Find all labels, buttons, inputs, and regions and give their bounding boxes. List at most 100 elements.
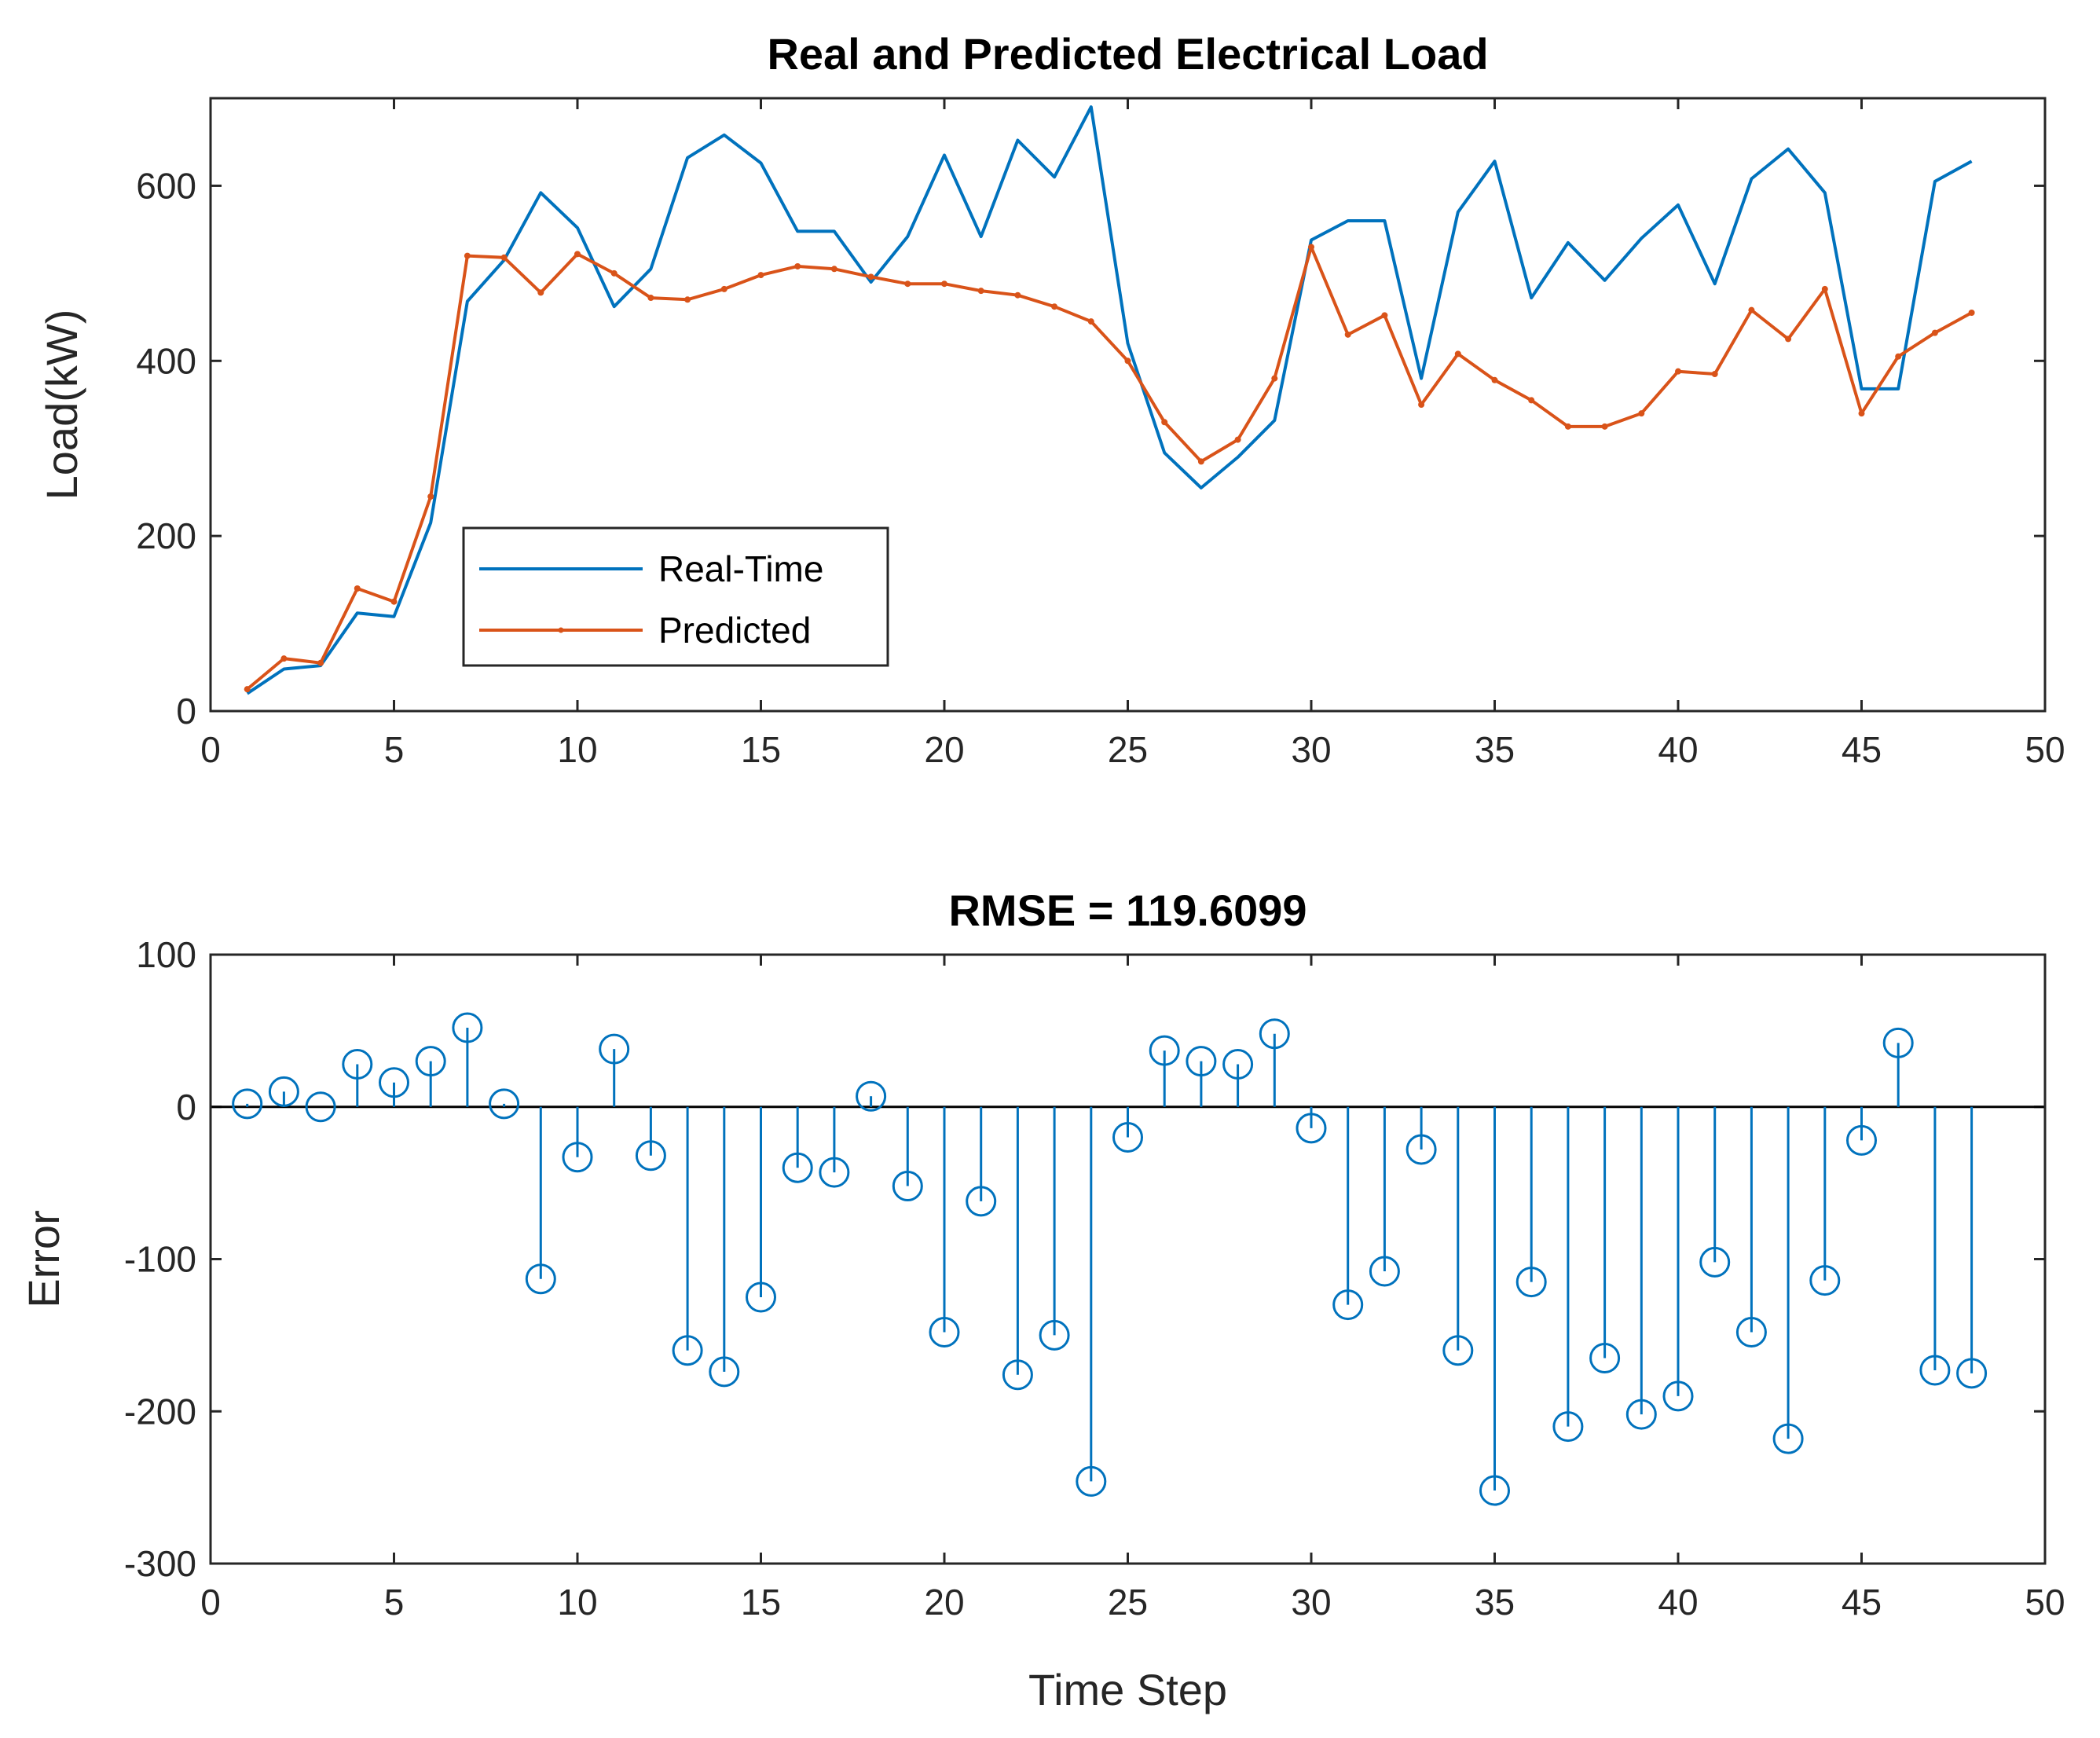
stem-marker-13 (672, 1335, 703, 1366)
stem-marker-45 (1846, 1124, 1877, 1156)
stem-marker-27 (1186, 1046, 1217, 1077)
load-plot-xtick-label-0: 0 (200, 729, 221, 770)
load-plot-xtick-label-9: 45 (1842, 729, 1882, 770)
stem-marker-35 (1479, 1475, 1510, 1506)
error-plot-xtick-label-5: 25 (1108, 1582, 1148, 1622)
error-plot-xtick-label-1: 5 (384, 1582, 405, 1622)
point-predicted-41 (1711, 371, 1718, 377)
point-predicted-1 (244, 686, 251, 693)
error-plot-axes-frame (209, 953, 2047, 1565)
stem-marker-39 (1625, 1399, 1657, 1430)
point-predicted-7 (464, 252, 471, 259)
error-plot-ytick-label-1: -200 (124, 1391, 196, 1432)
load-plot-series (244, 105, 1975, 695)
point-predicted-29 (1271, 375, 1278, 382)
stem-marker-2 (268, 1076, 299, 1107)
load-plot-ytick-label-2: 400 (136, 340, 196, 381)
point-predicted-38 (1601, 423, 1608, 430)
stem-marker-40 (1662, 1380, 1694, 1412)
stem-marker-33 (1405, 1134, 1437, 1165)
load-plot-xtick-label-2: 10 (557, 729, 597, 770)
stem-marker-34 (1442, 1335, 1474, 1366)
stem-marker-17 (819, 1157, 850, 1188)
point-predicted-34 (1454, 350, 1461, 358)
stem-marker-41 (1699, 1246, 1731, 1278)
point-predicted-40 (1675, 368, 1681, 375)
stem-marker-9 (525, 1263, 556, 1295)
error-plot: RMSE = 119.6099 Error Time Step 0 5 10 15 20… (19, 886, 2065, 1714)
point-predicted-13 (684, 296, 691, 303)
stem-marker-4 (342, 1049, 373, 1080)
stem-marker-31 (1332, 1289, 1364, 1321)
series-line-predicted (246, 245, 1973, 691)
point-predicted-47 (1931, 329, 1938, 336)
stem-marker-29 (1259, 1018, 1290, 1050)
stem-marker-7 (452, 1012, 483, 1043)
stem-marker-12 (635, 1140, 666, 1172)
stem-marker-23 (1039, 1319, 1070, 1351)
point-predicted-22 (1014, 292, 1021, 299)
point-predicted-6 (427, 493, 434, 500)
load-plot-ytick-label-0: 0 (176, 691, 196, 732)
stem-marker-1 (232, 1088, 263, 1120)
error-plot-xtick-label-9: 45 (1842, 1582, 1882, 1622)
load-plot: Real and Predicted Electrical Load Load(… (37, 29, 2065, 770)
point-predicted-23 (1051, 303, 1058, 310)
stem-marker-36 (1515, 1267, 1547, 1298)
stem-marker-3 (305, 1091, 336, 1123)
point-predicted-32 (1381, 312, 1388, 319)
point-predicted-28 (1234, 436, 1241, 443)
point-predicted-44 (1821, 285, 1828, 292)
load-plot-xtick-label-3: 15 (741, 729, 781, 770)
point-predicted-17 (830, 266, 837, 273)
error-plot-title: RMSE = 119.6099 (948, 886, 1307, 935)
stem-marker-46 (1882, 1027, 1914, 1058)
point-predicted-37 (1564, 423, 1571, 430)
stem-marker-14 (709, 1356, 740, 1388)
point-predicted-2 (280, 655, 288, 662)
stem-marker-32 (1369, 1256, 1400, 1287)
error-plot-ytick-label-2: -100 (124, 1239, 196, 1280)
stem-marker-24 (1076, 1465, 1107, 1497)
point-predicted-15 (757, 272, 764, 279)
stem-marker-15 (746, 1282, 776, 1313)
stem-marker-16 (782, 1152, 813, 1183)
legend-label-real-time: Real-Time (658, 548, 823, 589)
point-predicted-35 (1491, 376, 1498, 383)
load-plot-xtick-label-7: 35 (1475, 729, 1515, 770)
error-plot-xtick-label-2: 10 (557, 1582, 597, 1622)
load-plot-title: Real and Predicted Electrical Load (767, 29, 1488, 79)
point-predicted-33 (1418, 402, 1425, 408)
point-predicted-26 (1161, 419, 1168, 426)
point-predicted-21 (977, 288, 984, 295)
point-predicted-39 (1638, 410, 1645, 417)
point-predicted-11 (610, 270, 618, 277)
stem-marker-37 (1552, 1411, 1584, 1443)
point-predicted-36 (1528, 397, 1535, 404)
error-plot-xtick-label-0: 0 (200, 1582, 221, 1622)
stem-marker-48 (1956, 1358, 1988, 1389)
stem-marker-8 (489, 1088, 520, 1120)
point-predicted-42 (1748, 306, 1755, 314)
point-predicted-30 (1308, 244, 1314, 251)
point-predicted-45 (1858, 410, 1865, 417)
error-plot-xtick-label-8: 40 (1658, 1582, 1698, 1622)
point-predicted-14 (720, 285, 727, 292)
stem-marker-6 (415, 1046, 446, 1077)
error-plot-ylabel: Error (19, 1210, 68, 1307)
point-predicted-19 (904, 280, 911, 288)
stem-marker-10 (562, 1142, 593, 1173)
load-plot-xtick-label-1: 5 (384, 729, 405, 770)
load-plot-ytick-label-1: 200 (136, 515, 196, 556)
point-predicted-48 (1968, 310, 1975, 316)
error-plot-xtick-label-3: 15 (741, 1582, 781, 1622)
legend-label-predicted: Predicted (658, 610, 811, 651)
error-plot-ytick-label-0: -300 (124, 1543, 196, 1584)
stem-marker-19 (892, 1171, 923, 1201)
point-predicted-20 (941, 280, 947, 288)
error-plot-xtick-label-7: 35 (1475, 1582, 1515, 1622)
stem-marker-44 (1809, 1265, 1841, 1296)
point-predicted-18 (867, 273, 874, 280)
